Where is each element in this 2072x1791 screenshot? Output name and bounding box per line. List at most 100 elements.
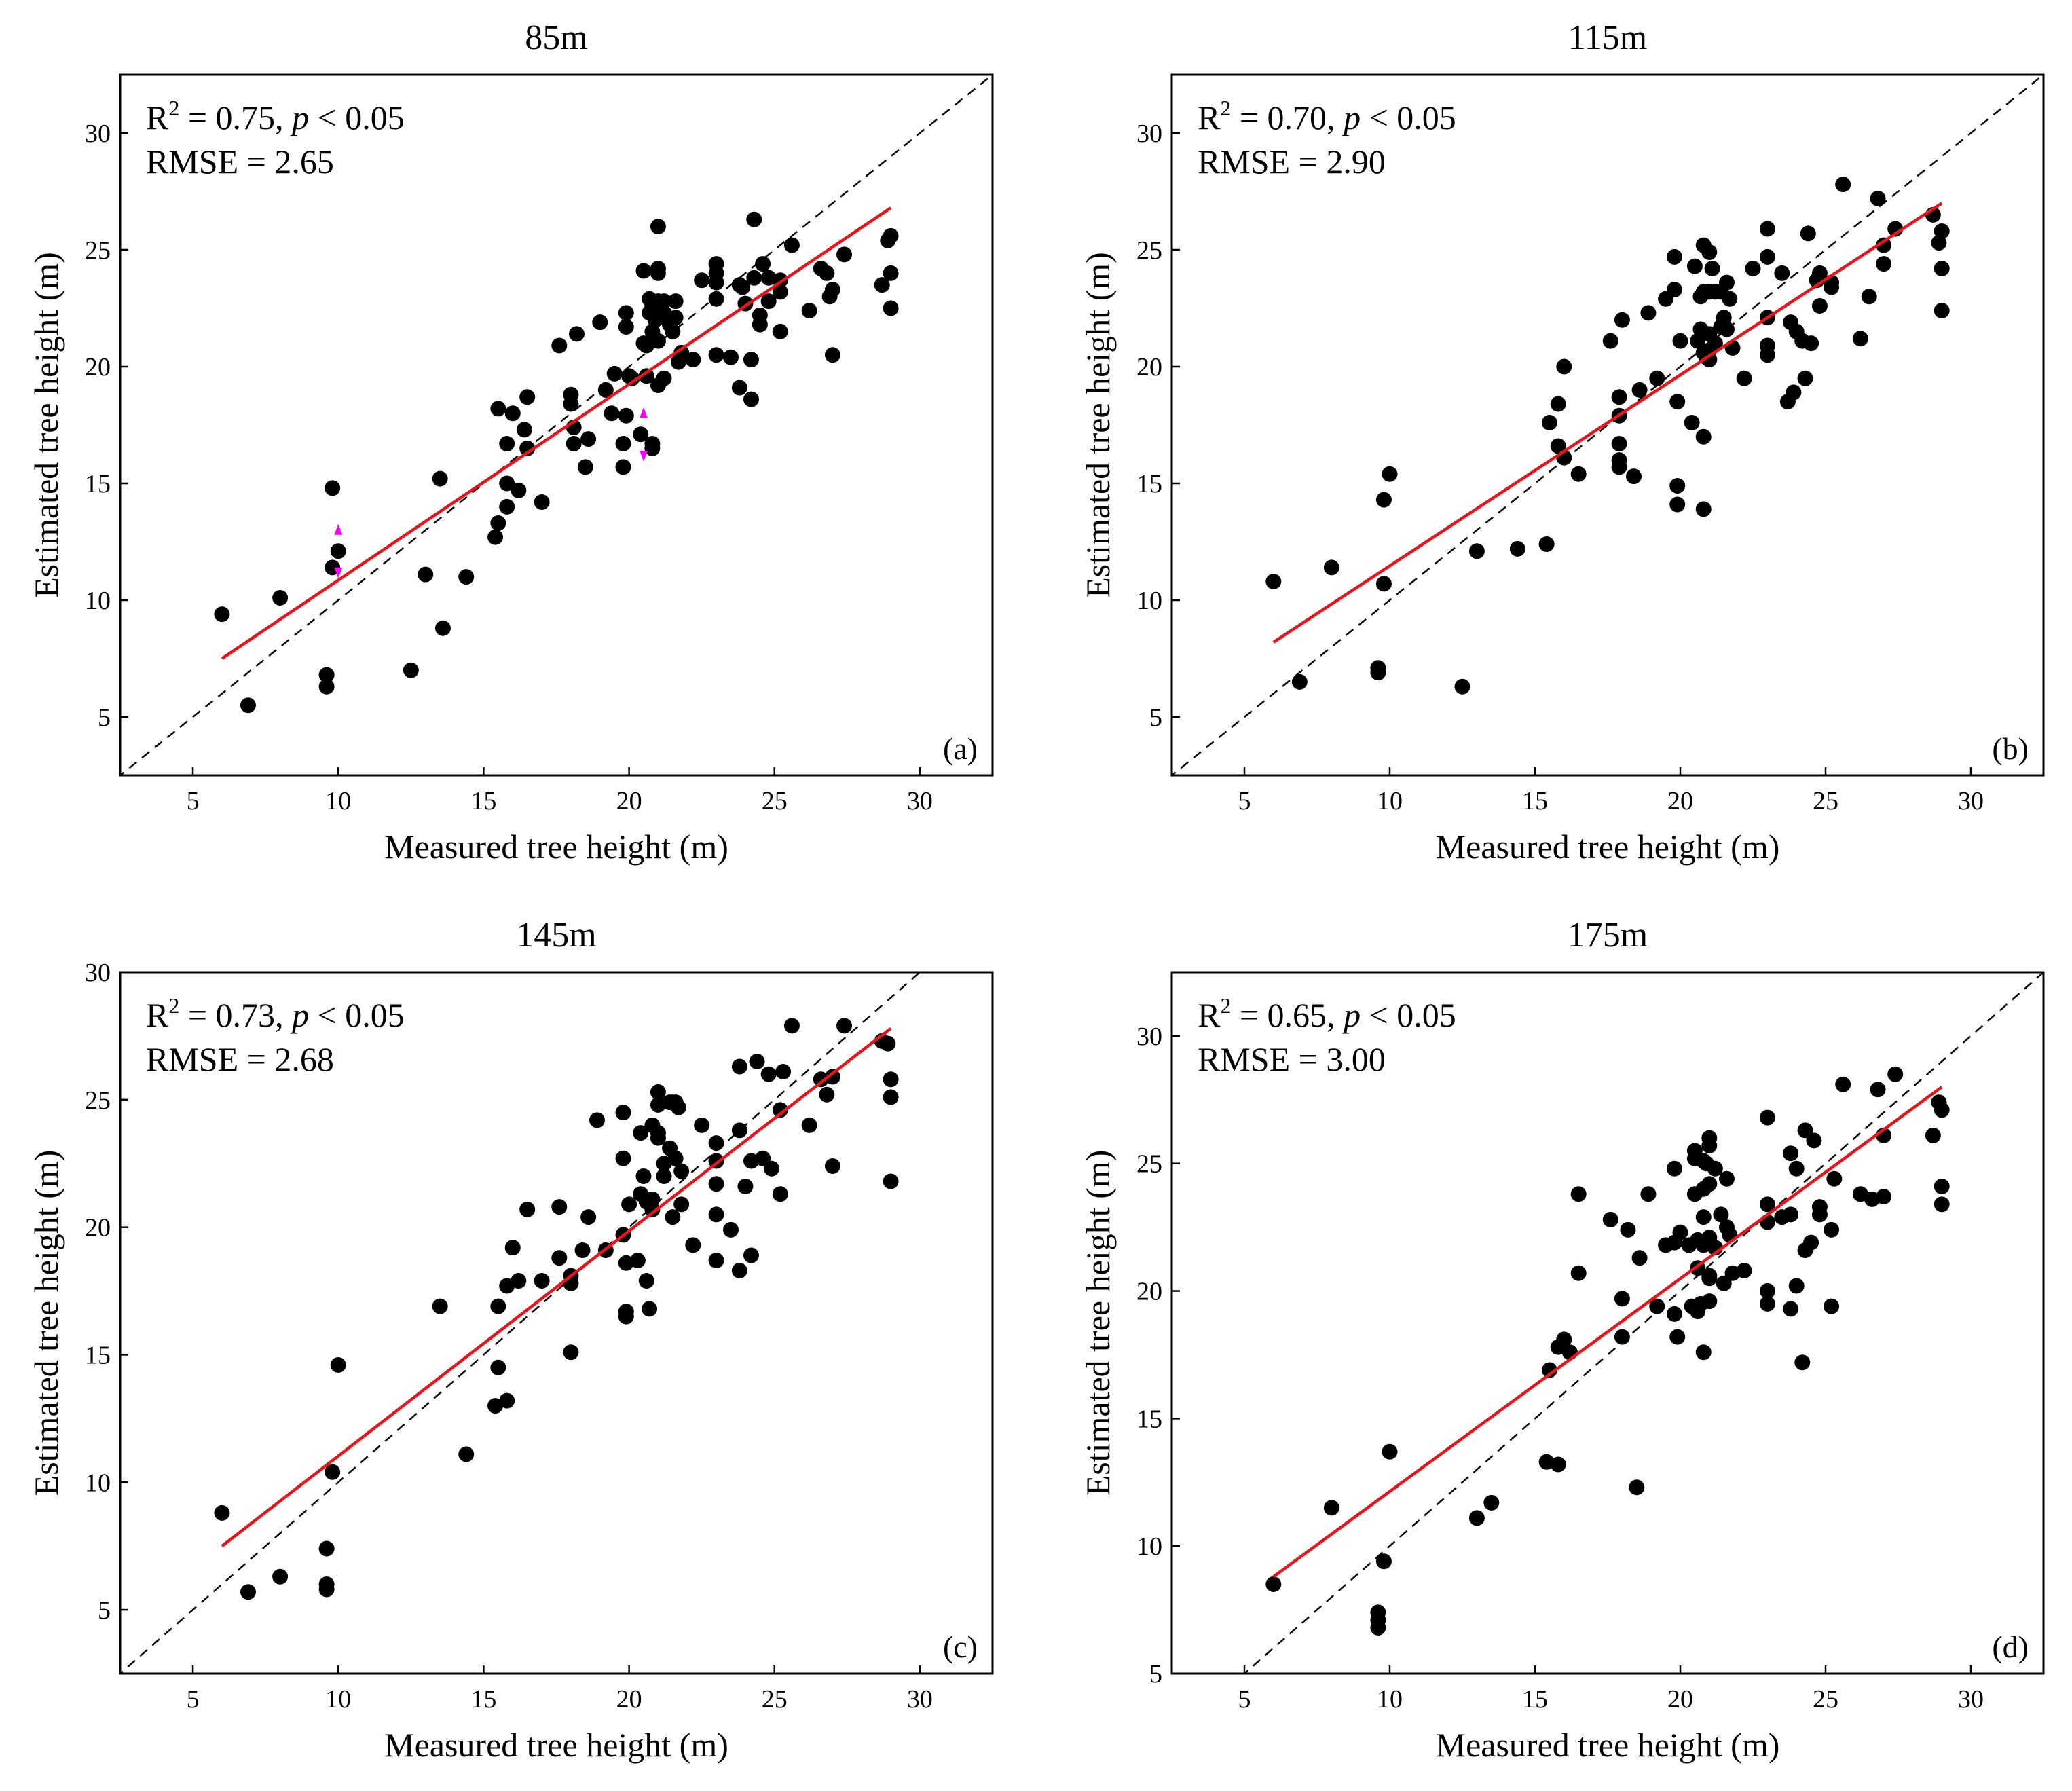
data-point <box>1934 1196 1950 1213</box>
data-point <box>519 389 536 405</box>
data-point <box>325 480 341 496</box>
regression-line <box>1272 202 1943 644</box>
data-point <box>1541 1362 1557 1378</box>
data-point <box>318 1540 335 1557</box>
data-point <box>534 494 550 511</box>
data-point <box>824 281 840 297</box>
plot-area <box>120 75 993 775</box>
data-point <box>760 270 777 286</box>
data-point <box>743 1153 759 1169</box>
panel-label: (d) <box>1992 1629 2029 1664</box>
p-value: < 0.05 <box>309 98 405 136</box>
data-point <box>499 1278 515 1294</box>
data-point <box>1382 466 1398 482</box>
data-point <box>635 1168 652 1185</box>
data-point <box>708 274 724 291</box>
data-point <box>618 319 634 335</box>
data-point <box>1934 302 1950 318</box>
x-tick-label: 10 <box>325 1685 351 1714</box>
y-axis-label: Estimated tree height (m) <box>1079 252 1117 598</box>
data-point <box>1669 496 1686 513</box>
data-point <box>1724 1265 1741 1281</box>
data-point <box>1861 289 1877 305</box>
data-point <box>772 1102 788 1118</box>
r2-p-stat: R2 = 0.73, p < 0.05 <box>146 993 405 1034</box>
x-axis-label: Measured tree height (m) <box>384 828 728 866</box>
data-point <box>667 1150 684 1166</box>
data-point <box>458 569 475 585</box>
data-point <box>685 352 701 368</box>
data-point <box>1934 261 1950 277</box>
data-point <box>1556 1331 1572 1348</box>
data-point <box>1826 1170 1843 1187</box>
data-point <box>673 1163 690 1179</box>
data-point <box>1931 235 1947 251</box>
data-point <box>1759 248 1775 265</box>
data-point <box>597 382 614 398</box>
r2-p-stat: R2 = 0.65, p < 0.05 <box>1198 993 1456 1034</box>
one-to-one-line <box>120 972 921 1674</box>
data-point <box>1803 1234 1819 1251</box>
data-point <box>883 300 899 316</box>
data-point <box>1788 1278 1805 1294</box>
data-point <box>656 293 672 310</box>
data-point <box>551 1250 568 1266</box>
chart-panel-a: 85m 5 10 15 20 25 30 5 10 15 20 25 30 Measured tree h… <box>27 18 994 866</box>
data-point <box>1666 281 1682 297</box>
data-point <box>1550 1456 1566 1473</box>
data-point <box>1468 1510 1485 1526</box>
data-point <box>240 1584 256 1600</box>
data-point <box>1934 1102 1950 1118</box>
data-point <box>1864 1191 1880 1207</box>
x-tick-label: 10 <box>1377 1685 1403 1714</box>
data-point <box>813 1071 829 1088</box>
data-point <box>883 1173 899 1189</box>
data-point <box>1666 1306 1682 1322</box>
data-point <box>580 431 597 447</box>
data-point <box>1759 347 1775 363</box>
data-point <box>633 1125 649 1141</box>
data-point <box>1509 540 1525 557</box>
data-point <box>1736 370 1752 386</box>
data-point <box>490 401 506 417</box>
data-point <box>1806 1132 1822 1149</box>
data-point <box>1718 321 1735 337</box>
data-point <box>1626 468 1642 485</box>
data-point <box>1722 1227 1738 1243</box>
data-point <box>650 1096 666 1113</box>
data-point <box>673 1196 690 1213</box>
x-tick-label: 15 <box>1522 787 1548 815</box>
data-point <box>1265 573 1282 589</box>
data-point <box>1631 382 1648 398</box>
data-point <box>1669 394 1686 410</box>
y-tick-label: 15 <box>85 1341 111 1369</box>
data-point <box>723 349 739 365</box>
data-point <box>883 1089 899 1105</box>
x-tick-label: 20 <box>1667 787 1693 815</box>
data-point <box>618 407 634 424</box>
data-point <box>1370 1619 1386 1636</box>
data-point <box>731 380 747 396</box>
data-point <box>1797 370 1813 386</box>
y-tick-label: 30 <box>1136 119 1162 148</box>
data-point <box>1538 536 1555 552</box>
data-point <box>731 1262 747 1278</box>
data-point <box>694 1117 710 1133</box>
chart-panel-b: 115m 5 10 15 20 25 30 5 10 15 20 25 30 Measured tree … <box>1079 18 2045 866</box>
panel-label: (c) <box>943 1629 978 1664</box>
data-point <box>551 337 568 354</box>
data-point <box>1783 1301 1799 1317</box>
data-point <box>644 1201 661 1217</box>
marker-down-triangle <box>640 450 648 462</box>
panel-label: (b) <box>1992 731 2029 766</box>
r2-superscript: 2 <box>168 96 179 120</box>
data-point <box>708 291 724 307</box>
data-point <box>1824 1221 1840 1238</box>
data-point <box>330 1356 346 1373</box>
data-point <box>1370 665 1386 681</box>
y-axis-label: Estimated tree height (m) <box>1079 1150 1117 1496</box>
data-point <box>1716 1275 1732 1291</box>
data-point <box>1375 576 1392 592</box>
data-point <box>1701 1137 1718 1153</box>
x-tick-label: 5 <box>1238 1685 1251 1714</box>
